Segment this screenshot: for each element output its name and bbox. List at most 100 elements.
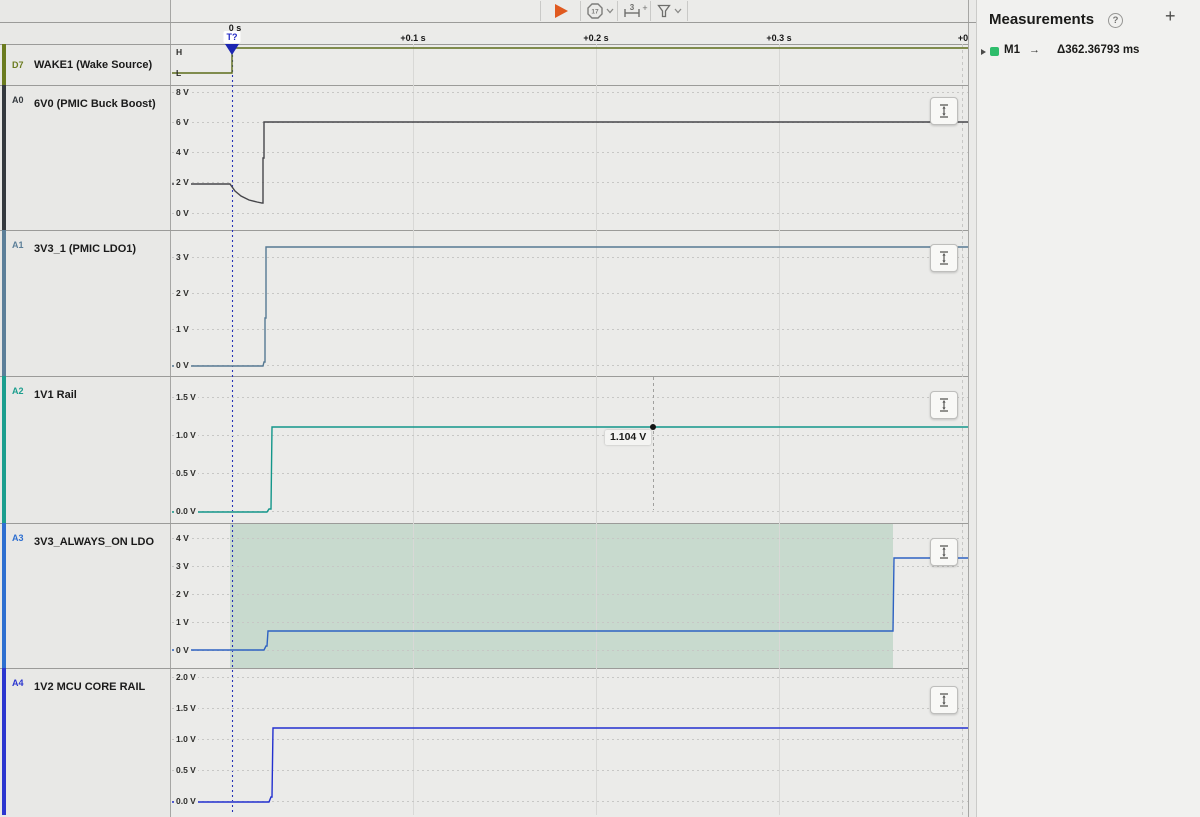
row-divider bbox=[0, 376, 968, 377]
cursor-value-label[interactable]: 1.104 V bbox=[605, 430, 652, 445]
channel-row-a2[interactable]: A2 1V1 Rail bbox=[0, 376, 170, 523]
measurement-m1-region[interactable] bbox=[230, 524, 893, 668]
expand-arrow-icon[interactable] bbox=[981, 49, 986, 55]
channel-color-accent bbox=[2, 668, 6, 815]
y-axis-tick-label: H bbox=[176, 47, 183, 57]
trigger-marker-label[interactable]: T? bbox=[223, 31, 241, 43]
timeline-tick-label: 0 s bbox=[228, 23, 242, 33]
fit-vertical-icon bbox=[940, 398, 948, 412]
row-divider bbox=[0, 44, 968, 45]
channel-id-label: D7 bbox=[12, 60, 24, 70]
fit-vertical-icon bbox=[940, 104, 948, 118]
channel-id-label: A0 bbox=[12, 95, 24, 105]
fit-vertical-icon bbox=[940, 545, 948, 559]
measurement-name: M1 bbox=[1004, 44, 1020, 56]
sidebar-plot-divider[interactable] bbox=[170, 0, 171, 817]
row-divider bbox=[0, 668, 968, 669]
measurement-color-swatch bbox=[990, 47, 999, 56]
channel-name-label: 3V3_ALWAYS_ON LDO bbox=[34, 536, 155, 548]
y-axis-tick-label: 0.5 V bbox=[174, 468, 198, 478]
channel-row-a3[interactable]: A3 3V3_ALWAYS_ON LDO bbox=[0, 523, 170, 668]
channel-name-label: WAKE1 (Wake Source) bbox=[34, 58, 153, 71]
y-axis-tick-label: 3 V bbox=[174, 252, 191, 262]
y-axis-tick-label: 0 V bbox=[174, 208, 191, 218]
channel-id-label: A2 bbox=[12, 386, 24, 396]
channel-row-a0[interactable]: A0 6V0 (PMIC Buck Boost) bbox=[0, 85, 170, 230]
toolbar: 17 3 + bbox=[0, 0, 976, 22]
channel-row-a4[interactable]: A4 1V2 MCU CORE RAIL bbox=[0, 668, 170, 815]
channel-name-label: 3V3_1 (PMIC LDO1) bbox=[34, 243, 137, 255]
y-axis-tick-label: 4 V bbox=[174, 533, 191, 543]
timeline-tick-label: +0.1 s bbox=[400, 33, 426, 43]
y-axis-tick-label: L bbox=[176, 68, 182, 78]
y-axis-tick-label: 2 V bbox=[174, 589, 191, 599]
y-axis-tick-label: 3 V bbox=[174, 561, 191, 571]
measurements-panel: Measurements ? + M1 → Δ362.36793 ms bbox=[976, 0, 1200, 817]
capture-mode-button[interactable]: 17 bbox=[584, 0, 616, 22]
add-measurement-button[interactable]: + bbox=[1165, 6, 1176, 26]
annotations-button[interactable] bbox=[654, 0, 684, 22]
timeline-ruler[interactable]: 0 s +0.1 s +0.2 s +0.3 s +0 T? bbox=[172, 22, 968, 44]
toolbar-divider bbox=[650, 1, 651, 21]
chevron-down-icon bbox=[674, 8, 681, 14]
y-axis-tick-label: 1 V bbox=[174, 617, 191, 627]
y-axis-tick-label: 4 V bbox=[174, 147, 191, 157]
channel-sidebar-background bbox=[0, 0, 170, 817]
toolbar-divider bbox=[580, 1, 581, 21]
autoscale-button-a4[interactable] bbox=[930, 686, 958, 714]
autoscale-button-a0[interactable] bbox=[930, 97, 958, 125]
y-axis-tick-label: 0.0 V bbox=[174, 796, 198, 806]
svg-text:3: 3 bbox=[630, 3, 635, 12]
channel-name-label: 1V1 Rail bbox=[34, 389, 77, 401]
y-axis-tick-label: 1.5 V bbox=[174, 703, 198, 713]
help-icon[interactable]: ? bbox=[1108, 13, 1123, 28]
timeline-tick-label: +0.2 s bbox=[583, 33, 609, 43]
y-axis-tick-label: 0.5 V bbox=[174, 765, 198, 775]
chevron-down-icon bbox=[606, 8, 613, 14]
channel-id-label: A4 bbox=[12, 678, 24, 688]
timeline-tick-label: +0 bbox=[957, 33, 968, 43]
y-axis-tick-label: 2 V bbox=[174, 288, 191, 298]
plot-right-gutter bbox=[968, 0, 976, 817]
play-icon bbox=[555, 4, 568, 18]
channel-name-label: 1V2 MCU CORE RAIL bbox=[34, 681, 146, 693]
channel-color-accent bbox=[2, 523, 6, 668]
row-divider bbox=[0, 523, 968, 524]
fit-vertical-icon bbox=[940, 693, 948, 707]
channel-id-label: A1 bbox=[12, 240, 24, 250]
trigger-marker-icon[interactable] bbox=[225, 44, 239, 55]
y-axis-tick-label: 1.0 V bbox=[174, 734, 198, 744]
toolbar-divider bbox=[687, 1, 688, 21]
help-glyph: ? bbox=[1112, 15, 1119, 26]
measurement-value: Δ362.36793 ms bbox=[1057, 44, 1140, 56]
row-divider bbox=[0, 230, 968, 231]
measurements-tool-button[interactable]: 3 + bbox=[620, 0, 650, 22]
row-divider bbox=[0, 85, 968, 86]
autoscale-button-a3[interactable] bbox=[930, 538, 958, 566]
y-axis-tick-label: 1.5 V bbox=[174, 392, 198, 402]
y-axis-tick-label: 2 V bbox=[174, 177, 191, 187]
plot-right-border bbox=[968, 0, 969, 817]
toolbar-divider bbox=[617, 1, 618, 21]
channel-row-a1[interactable]: A1 3V3_1 (PMIC LDO1) bbox=[0, 230, 170, 376]
toolbar-divider bbox=[540, 1, 541, 21]
autoscale-button-a1[interactable] bbox=[930, 244, 958, 272]
play-button[interactable] bbox=[544, 0, 578, 22]
svg-text:17: 17 bbox=[591, 9, 599, 16]
channel-row-d7[interactable]: D7 WAKE1 (Wake Source) bbox=[0, 44, 170, 85]
y-axis-tick-label: 1.0 V bbox=[174, 430, 198, 440]
y-axis-tick-label: 1 V bbox=[174, 324, 191, 334]
autoscale-button-a2[interactable] bbox=[930, 391, 958, 419]
fit-vertical-icon bbox=[940, 251, 948, 265]
channel-color-accent bbox=[2, 230, 6, 376]
timeline-tick-label: +0.3 s bbox=[766, 33, 792, 43]
svg-text:+: + bbox=[642, 3, 647, 13]
measurement-item-m1[interactable]: M1 → Δ362.36793 ms bbox=[977, 43, 1200, 63]
y-axis-tick-label: 0 V bbox=[174, 645, 191, 655]
channel-color-accent bbox=[2, 85, 6, 230]
y-axis-tick-label: 8 V bbox=[174, 87, 191, 97]
y-axis-tick-label: 2.0 V bbox=[174, 672, 198, 682]
channel-color-accent bbox=[2, 376, 6, 523]
capture-mode-icon: 17 bbox=[586, 3, 603, 19]
